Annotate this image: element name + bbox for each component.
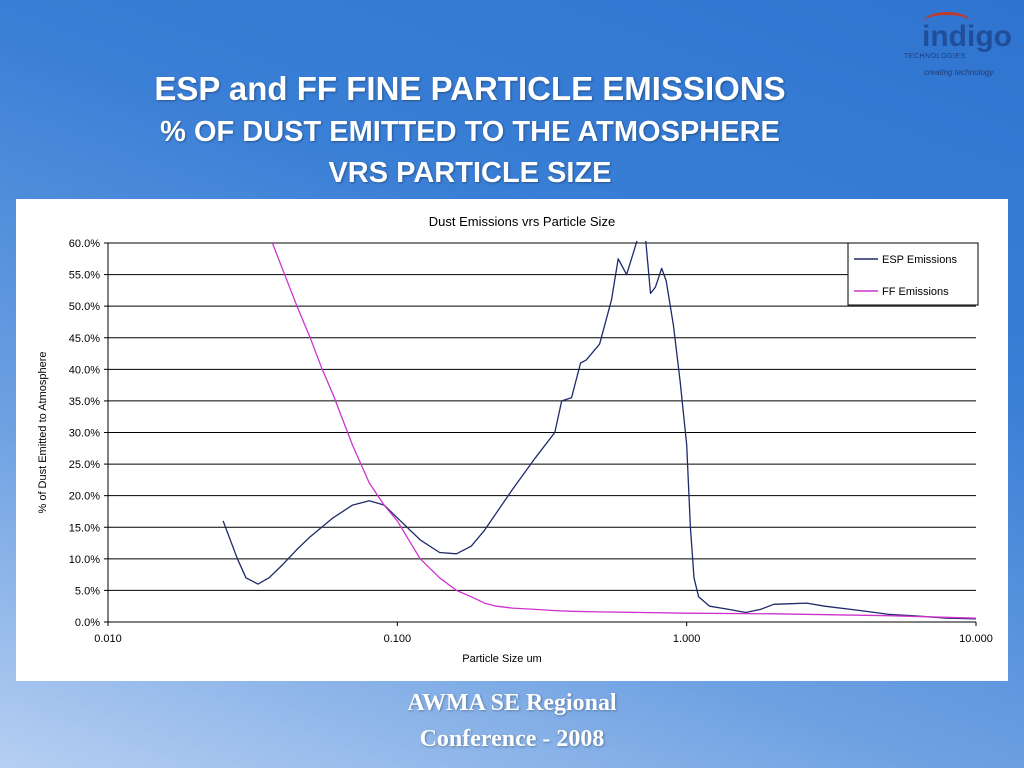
- legend-label: ESP Emissions: [882, 254, 957, 266]
- y-tick-label: 50.0%: [69, 301, 100, 313]
- chart-legend: [847, 242, 979, 306]
- legend-label: FF Emissions: [882, 286, 949, 298]
- y-tick-label: 10.0%: [69, 554, 100, 566]
- chart-panel: Dust Emissions vrs Particle Size 0.0% 5.0%…: [16, 199, 1008, 681]
- logo-wordmark: indigo: [922, 20, 1012, 53]
- y-tick-label: 5.0%: [75, 585, 100, 597]
- chart-svg: Dust Emissions vrs Particle Size 0.0% 5.0%…: [37, 214, 993, 665]
- logo-subtext: TECHNOLOGIES: [904, 53, 966, 60]
- y-tick-label: 55.0%: [69, 270, 100, 282]
- slide-title-line1: ESP and FF FINE PARTICLE EMISSIONS: [154, 70, 786, 107]
- esp-emissions-line: [222, 241, 976, 620]
- footer-line2: Conference - 2008: [419, 726, 605, 752]
- y-tick-label: 35.0%: [69, 396, 100, 408]
- x-tick-label: 10.000: [959, 633, 993, 645]
- ff-emissions-line: [271, 242, 976, 619]
- y-tick-label: 0.0%: [75, 617, 100, 629]
- logo-tagline: creating technology: [924, 68, 994, 77]
- y-tick-label: 45.0%: [69, 333, 100, 345]
- y-tick-label: 30.0%: [69, 428, 100, 440]
- slide-title-line2: % OF DUST EMITTED TO THE ATMOSPHERE: [160, 116, 780, 148]
- x-tick-label: 1.000: [673, 633, 701, 645]
- indigo-logo: indigo TECHNOLOGIES creating technology: [900, 8, 1012, 78]
- y-axis-label: % of Dust Emitted to Atmosphere: [37, 351, 49, 513]
- y-tick-label: 20.0%: [69, 491, 100, 503]
- footer-line1: AWMA SE Regional: [407, 690, 617, 716]
- logo-arc-icon: [924, 12, 970, 31]
- y-tick-label: 15.0%: [69, 522, 100, 534]
- x-tick-label: 0.100: [384, 633, 412, 645]
- slide-title-line3: VRS PARTICLE SIZE: [328, 157, 612, 189]
- x-tick-label: 0.010: [94, 633, 122, 645]
- y-tick-label: 25.0%: [69, 459, 100, 471]
- x-axis-label: Particle Size um: [462, 653, 541, 665]
- chart-title: Dust Emissions vrs Particle Size: [429, 214, 615, 229]
- y-tick-label: 40.0%: [69, 364, 100, 376]
- y-tick-label: 60.0%: [69, 238, 100, 250]
